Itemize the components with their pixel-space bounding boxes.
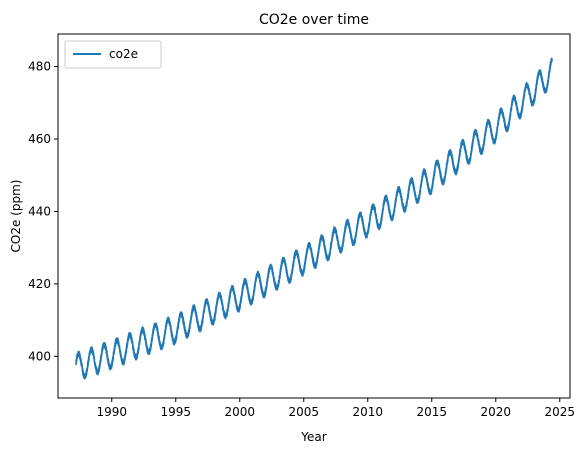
y-axis-label: CO2e (ppm) xyxy=(9,180,23,253)
x-tick-label: 2025 xyxy=(544,405,574,419)
x-tick-label: 1990 xyxy=(96,405,127,419)
plot-frame xyxy=(57,33,571,399)
y-axis: 400 420 440 460 480 xyxy=(28,60,58,363)
x-tick-label: 1995 xyxy=(160,405,191,419)
y-tick-label: 460 xyxy=(28,132,51,146)
y-tick-label: 480 xyxy=(28,60,51,74)
y-tick-label: 440 xyxy=(28,204,51,218)
x-axis-label: Year xyxy=(300,430,326,444)
y-tick-label: 400 xyxy=(28,349,51,363)
x-tick-label: 2005 xyxy=(288,405,319,419)
legend-label-co2e: co2e xyxy=(109,47,138,61)
chart-title: CO2e over time xyxy=(259,12,369,28)
x-tick-label: 2015 xyxy=(416,405,447,419)
x-tick-label: 2010 xyxy=(352,405,383,419)
y-tick-label: 420 xyxy=(28,277,51,291)
legend-box xyxy=(64,40,162,69)
plot-area xyxy=(57,33,571,399)
x-tick-label: 2020 xyxy=(480,405,511,419)
series-line-co2e xyxy=(75,57,553,380)
x-tick-label: 2000 xyxy=(224,405,255,419)
x-axis: 1990 1995 2000 2005 2010 2015 2020 2025 xyxy=(96,398,574,419)
legend: co2e xyxy=(64,40,162,69)
